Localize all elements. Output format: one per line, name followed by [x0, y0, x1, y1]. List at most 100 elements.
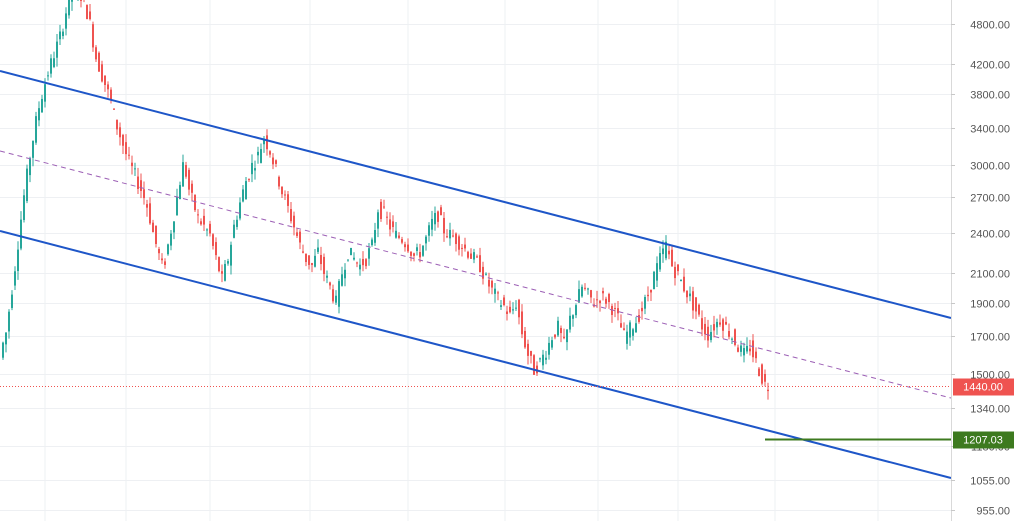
candle — [221, 264, 223, 283]
candle — [587, 287, 589, 295]
candle — [128, 146, 130, 160]
candle — [56, 33, 58, 67]
candle — [734, 328, 736, 347]
candle — [611, 303, 613, 323]
candle — [380, 198, 382, 222]
candle — [275, 159, 277, 168]
candle — [281, 186, 283, 198]
candle — [725, 316, 727, 326]
y-tick-label: 1055.00 — [970, 476, 1010, 488]
candle — [710, 324, 712, 343]
candle — [362, 251, 364, 272]
candle — [179, 181, 181, 200]
candle — [212, 233, 214, 250]
candle — [86, 4, 88, 20]
candle — [551, 336, 553, 350]
candle — [665, 235, 667, 261]
y-tick-label: 4800.00 — [970, 20, 1010, 32]
channel-midline[interactable] — [0, 150, 952, 399]
candle — [422, 245, 424, 257]
candle — [245, 176, 247, 200]
candle — [536, 361, 538, 376]
candle — [14, 266, 16, 291]
price-badges: 1440.00 1207.03 — [953, 378, 1014, 449]
candle — [656, 256, 658, 287]
channel-upper-line[interactable] — [0, 70, 952, 319]
candle — [443, 212, 445, 242]
candle — [197, 209, 199, 224]
candle — [650, 289, 652, 302]
candle — [194, 194, 196, 213]
candle — [695, 297, 697, 320]
price-axis[interactable]: 955.001055.001180.001340.001500.001700.0… — [951, 0, 1010, 518]
candle — [413, 252, 415, 262]
candle — [341, 266, 343, 287]
candle — [134, 162, 136, 177]
candle — [671, 246, 673, 267]
candle — [254, 160, 256, 180]
y-tick-label: 3400.00 — [970, 124, 1010, 136]
y-tick-label: 2400.00 — [970, 229, 1010, 241]
candle — [116, 119, 118, 135]
candle — [503, 294, 505, 307]
candle — [704, 317, 706, 341]
candle — [107, 81, 109, 98]
candle — [77, 0, 79, 1]
candle — [8, 309, 10, 339]
candle — [290, 202, 292, 224]
candle — [539, 357, 541, 363]
candle — [338, 278, 340, 314]
candlestick-series — [2, 0, 769, 400]
candle — [410, 251, 412, 262]
candle — [428, 222, 430, 242]
y-tick-label: 955.00 — [976, 506, 1010, 518]
candle — [488, 272, 490, 294]
candle — [5, 331, 7, 353]
grid-lines — [0, 0, 951, 521]
candle — [209, 220, 211, 237]
candle — [104, 75, 106, 92]
candle — [470, 248, 472, 259]
candle — [620, 314, 622, 328]
candle — [101, 60, 103, 83]
target-price-badge: 1207.03 — [953, 431, 1014, 449]
candle — [71, 0, 73, 11]
candle — [590, 289, 592, 303]
candle — [305, 253, 307, 267]
candle — [173, 220, 175, 240]
channel-lower-line[interactable] — [0, 230, 952, 479]
candle — [29, 156, 31, 183]
candle — [314, 248, 316, 268]
candle — [575, 303, 577, 319]
candle — [200, 218, 202, 226]
candle — [554, 334, 556, 340]
candle — [323, 253, 325, 282]
y-tick-label: 4200.00 — [970, 60, 1010, 72]
candle — [59, 24, 61, 46]
candle — [146, 199, 148, 217]
candle — [215, 237, 217, 260]
candle — [680, 279, 682, 282]
candle — [359, 258, 361, 276]
candle — [242, 185, 244, 203]
candle — [320, 246, 322, 271]
candle — [467, 250, 469, 260]
candle — [377, 209, 379, 238]
candle — [599, 299, 601, 312]
candle — [164, 258, 166, 269]
candle — [257, 146, 259, 164]
candle — [89, 3, 91, 21]
candle — [161, 253, 163, 264]
candle — [491, 279, 493, 295]
candle — [449, 222, 451, 246]
candle — [332, 284, 334, 304]
candle — [500, 300, 502, 311]
candle — [455, 232, 457, 252]
candle — [143, 181, 145, 205]
candle — [569, 307, 571, 333]
candle — [533, 354, 535, 375]
y-tick-label: 1700.00 — [970, 332, 1010, 344]
candle — [293, 211, 295, 236]
candle — [137, 167, 139, 195]
